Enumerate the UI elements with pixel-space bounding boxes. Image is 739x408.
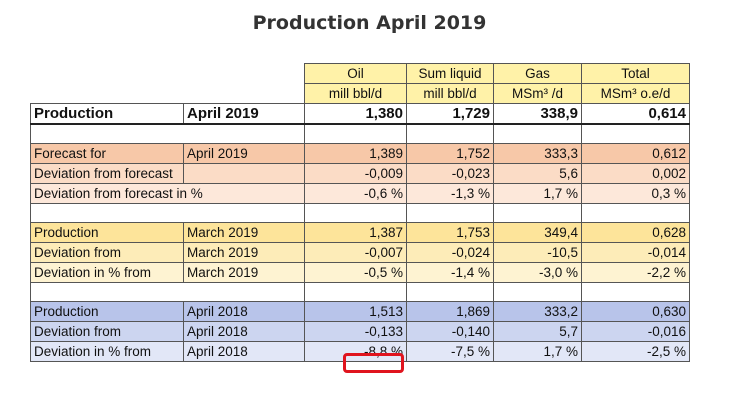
col-header-oil: Oil [304, 63, 407, 84]
row-label: Deviation from forecast [30, 163, 184, 184]
red-highlight-box [343, 353, 404, 373]
col-header-gas: Gas [493, 63, 582, 84]
header-row-2: mill bbl/d mill bbl/d MSm³ /d MSm³ o.e/d [30, 83, 690, 104]
value-oil: 1,389 [304, 143, 407, 164]
value-gas: 333,2 [493, 301, 582, 322]
value-total: -0,016 [581, 321, 690, 342]
value-sum-liquid: -0,024 [406, 242, 494, 263]
value-oil: 1,387 [304, 222, 407, 243]
unit-gas: MSm³ /d [493, 83, 582, 104]
value-gas: 333,3 [493, 143, 582, 164]
spacer-row [30, 203, 690, 223]
blank-cell [183, 63, 305, 84]
production-row: Production April 2019 1,380 1,729 338,9 … [30, 103, 690, 125]
row-label: Forecast for [30, 143, 184, 164]
value-sum-liquid: 1,752 [406, 143, 494, 164]
value-sum-liquid: 1,729 [406, 103, 494, 125]
value-oil: -0,5 % [304, 262, 407, 283]
value-gas: -10,5 [493, 242, 582, 263]
table-row: Production March 2019 1,387 1,753 349,4 … [30, 222, 690, 243]
value-total: -0,014 [581, 242, 690, 263]
value-oil: -0,6 % [304, 183, 407, 204]
value-gas: 5,6 [493, 163, 582, 184]
page-title: Production April 2019 [252, 12, 487, 34]
value-gas: 1,7 % [493, 341, 582, 362]
spacer-cell [30, 123, 305, 144]
table-row: Forecast for April 2019 1,389 1,752 333,… [30, 143, 690, 164]
production-table: Oil Sum liquid Gas Total mill bbl/d mill… [30, 63, 690, 362]
value-sum-liquid: -1,3 % [406, 183, 494, 204]
row-period [183, 163, 305, 184]
row-period: March 2019 [183, 262, 305, 283]
row-label: Deviation from [30, 242, 184, 263]
value-gas: 5,7 [493, 321, 582, 342]
table-row: Deviation from April 2018 -0,133 -0,140 … [30, 321, 690, 342]
value-gas: 349,4 [493, 222, 582, 243]
unit-total: MSm³ o.e/d [581, 83, 690, 104]
value-oil: -0,007 [304, 242, 407, 263]
row-period: April 2018 [183, 321, 305, 342]
value-gas: -3,0 % [493, 262, 582, 283]
header-row-1: Oil Sum liquid Gas Total [30, 63, 690, 84]
row-label: Production [30, 222, 184, 243]
value-oil: -0,133 [304, 321, 407, 342]
value-sum-liquid: 1,869 [406, 301, 494, 322]
row-label: Production [30, 103, 184, 125]
value-total: 0,630 [581, 301, 690, 322]
unit-sum-liquid: mill bbl/d [406, 83, 494, 104]
value-total: 0,628 [581, 222, 690, 243]
value-total: 0,614 [581, 103, 690, 125]
value-gas: 1,7 % [493, 183, 582, 204]
value-oil-highlighted: -8,8 % [304, 341, 407, 362]
value-total: 0,002 [581, 163, 690, 184]
value-oil: -0,009 [304, 163, 407, 184]
value-total: -2,5 % [581, 341, 690, 362]
row-label: Deviation in % from [30, 262, 184, 283]
value-sum-liquid: -0,140 [406, 321, 494, 342]
value-sum-liquid: 1,753 [406, 222, 494, 243]
value-total: 0,612 [581, 143, 690, 164]
table-row: Deviation from forecast -0,009 -0,023 5,… [30, 163, 690, 184]
value-oil: 1,380 [304, 103, 407, 125]
row-label: Deviation in % from [30, 341, 184, 362]
table-row: Deviation in % from March 2019 -0,5 % -1… [30, 262, 690, 283]
blank-cell [30, 83, 184, 104]
row-period: March 2019 [183, 242, 305, 263]
row-label: Deviation from forecast in % [30, 183, 305, 204]
spacer-cell [30, 282, 305, 302]
value-sum-liquid: -7,5 % [406, 341, 494, 362]
blank-cell [30, 63, 184, 84]
row-label: Deviation from [30, 321, 184, 342]
row-period: April 2019 [183, 143, 305, 164]
row-period: April 2019 [183, 103, 305, 125]
value-oil: 1,513 [304, 301, 407, 322]
unit-oil: mill bbl/d [304, 83, 407, 104]
blank-cell [183, 83, 305, 104]
table-row: Deviation in % from April 2018 -8,8 % -7… [30, 341, 690, 362]
value-total: 0,3 % [581, 183, 690, 204]
row-period: March 2019 [183, 222, 305, 243]
row-period: April 2018 [183, 341, 305, 362]
spacer-row [30, 282, 690, 302]
spacer-cell [30, 203, 305, 223]
row-period: April 2018 [183, 301, 305, 322]
value-sum-liquid: -1,4 % [406, 262, 494, 283]
value-total: -2,2 % [581, 262, 690, 283]
col-header-total: Total [581, 63, 690, 84]
value-gas: 338,9 [493, 103, 582, 125]
col-header-sum-liquid: Sum liquid [406, 63, 494, 84]
table-row: Deviation from March 2019 -0,007 -0,024 … [30, 242, 690, 263]
table-row: Deviation from forecast in % -0,6 % -1,3… [30, 183, 690, 204]
value-sum-liquid: -0,023 [406, 163, 494, 184]
row-label: Production [30, 301, 184, 322]
table-row: Production April 2018 1,513 1,869 333,2 … [30, 301, 690, 322]
spacer-row [30, 123, 690, 144]
